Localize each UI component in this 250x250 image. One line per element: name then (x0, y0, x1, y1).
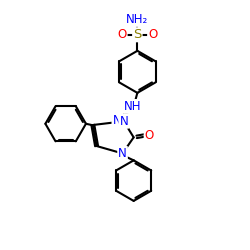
Text: O: O (144, 129, 154, 142)
Text: S: S (133, 28, 141, 41)
Text: NH₂: NH₂ (126, 13, 148, 26)
Text: NH: NH (124, 100, 142, 113)
Text: N: N (120, 115, 128, 128)
Text: N: N (112, 114, 121, 126)
Text: N: N (118, 147, 127, 160)
Text: O: O (148, 28, 157, 41)
Text: O: O (118, 28, 127, 41)
